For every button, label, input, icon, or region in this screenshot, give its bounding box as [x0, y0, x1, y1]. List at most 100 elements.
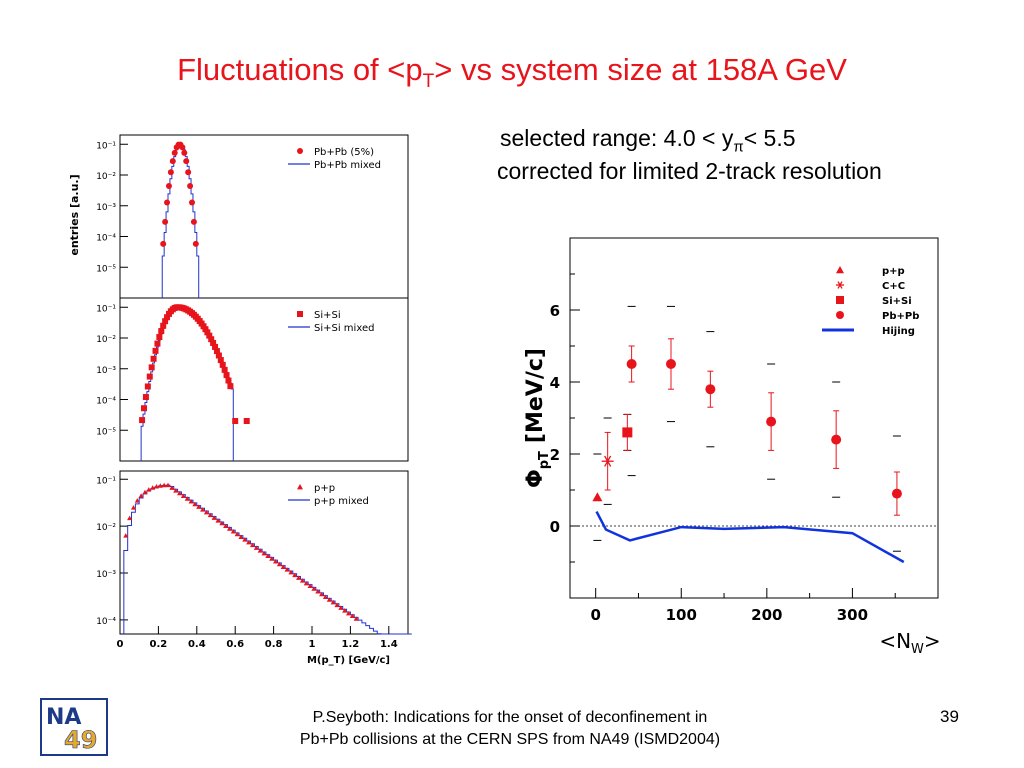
y-tick-label: 0 — [550, 518, 560, 536]
data-marker — [162, 218, 169, 225]
legend-marker — [297, 148, 303, 154]
y-tick-label: 10⁻² — [96, 523, 116, 533]
left-xlabel: M(p_T) [GeV/c] — [307, 655, 390, 666]
data-marker — [180, 493, 186, 499]
legend-label: Pb+Pb (5%) — [314, 147, 374, 158]
data-marker — [215, 352, 222, 359]
data-marker — [206, 332, 213, 339]
data-marker — [330, 599, 336, 605]
data-marker — [269, 556, 275, 561]
data-marker — [215, 518, 221, 523]
data-marker — [161, 482, 167, 488]
y-tick-label: 10⁻³ — [96, 570, 116, 580]
data-marker — [221, 366, 228, 373]
data-marker — [334, 602, 340, 608]
footer-line-1: P.Seyboth: Indications for the onset of … — [312, 709, 708, 726]
legend-label: p+p — [882, 266, 905, 277]
y-tick-label: 10⁻¹ — [96, 476, 116, 486]
data-marker — [242, 537, 248, 542]
data-marker — [204, 329, 211, 336]
logo-text-bottom: 49 — [64, 726, 97, 754]
data-marker — [253, 545, 259, 550]
data-marker — [142, 489, 148, 495]
x-tick-label: 1.2 — [342, 639, 360, 650]
left-ylabel: entries [a.u.] — [68, 174, 81, 255]
data-marker — [173, 488, 179, 493]
data-marker — [183, 158, 190, 165]
data-marker — [234, 531, 240, 537]
x-tick-label: 100 — [666, 606, 697, 624]
y-tick-label: 4 — [550, 374, 560, 392]
data-marker — [238, 534, 244, 539]
data-marker — [164, 199, 171, 206]
data-marker — [211, 515, 217, 520]
y-tick-label: 6 — [550, 302, 560, 320]
data-marker — [164, 314, 171, 321]
data-marker — [299, 578, 305, 583]
data-marker — [150, 485, 156, 490]
y-tick-label: 10⁻⁴ — [96, 617, 116, 627]
logo-text-top: NA — [46, 705, 81, 730]
data-marker — [223, 372, 230, 379]
legend-marker — [836, 281, 844, 289]
data-marker — [169, 158, 176, 165]
y-tick-label: 10⁻³ — [96, 366, 116, 376]
phi-pt-figure: 0 2 4 6 0 100 200 300 p+p C+C Si+Si Pb+Pb Hijing ΦpT… — [523, 237, 941, 657]
data-marker — [338, 605, 344, 610]
data-marker — [144, 383, 151, 390]
footer-line-2: Pb+Pb collisions at the CERN SPS from NA… — [299, 731, 721, 748]
data-marker — [219, 520, 225, 526]
data-marker — [307, 583, 313, 589]
data-marker — [141, 405, 147, 412]
legend-marker — [836, 311, 844, 319]
data-point-pp — [592, 492, 603, 502]
data-marker — [213, 348, 220, 355]
legend-label: p+p mixed — [314, 496, 369, 507]
legend-label: p+p — [314, 483, 335, 494]
legend-label: C+C — [882, 281, 905, 292]
data-marker — [345, 610, 351, 616]
data-point-pbpb — [891, 488, 902, 499]
data-marker — [187, 182, 194, 189]
y-tick-label: 10⁻³ — [96, 203, 116, 213]
data-marker — [280, 564, 286, 569]
data-marker — [319, 591, 325, 597]
data-marker — [292, 572, 298, 578]
data-marker — [249, 542, 255, 548]
pt-distribution-figure: 10⁻¹ 10⁻² 10⁻³ 10⁻⁴ 10⁻⁵ Pb+Pb (5%) Pb+Pb mixe… — [68, 134, 412, 666]
data-marker — [142, 394, 149, 401]
data-marker — [158, 328, 165, 335]
data-marker — [153, 484, 159, 489]
slide-title: Fluctuations of <pT> vs system size at 1… — [177, 52, 847, 93]
data-marker — [208, 336, 215, 343]
data-marker — [127, 515, 133, 521]
data-marker — [261, 550, 267, 556]
y-tick-label: 10⁻¹ — [96, 141, 116, 151]
x-tick-label: 0 — [117, 639, 124, 650]
data-marker — [156, 334, 163, 341]
legend-label: Pb+Pb — [882, 311, 919, 322]
data-marker — [123, 533, 129, 538]
data-marker — [148, 364, 155, 371]
page-number: 39 — [940, 707, 959, 726]
data-marker — [169, 485, 175, 490]
data-marker — [203, 509, 209, 515]
x-tick-label: 300 — [837, 606, 868, 624]
na49-logo: NA 49 — [40, 698, 108, 756]
phi-plot-frame — [569, 237, 939, 599]
data-marker — [230, 528, 236, 534]
data-marker — [162, 318, 169, 325]
data-marker — [146, 487, 152, 492]
phi-xlabel: <NW> — [879, 629, 940, 657]
data-marker — [342, 608, 348, 613]
data-marker — [171, 149, 178, 156]
data-marker — [303, 580, 309, 586]
data-marker — [311, 586, 317, 591]
data-marker — [284, 567, 290, 572]
legend-label: Si+Si mixed — [314, 323, 374, 334]
x-tick-label: 1.4 — [380, 639, 398, 650]
data-marker — [179, 144, 186, 151]
legend-label: Si+Si — [882, 296, 912, 307]
data-marker — [288, 569, 294, 575]
footer-citation: P.Seyboth: Indications for the onset of … — [230, 707, 790, 751]
